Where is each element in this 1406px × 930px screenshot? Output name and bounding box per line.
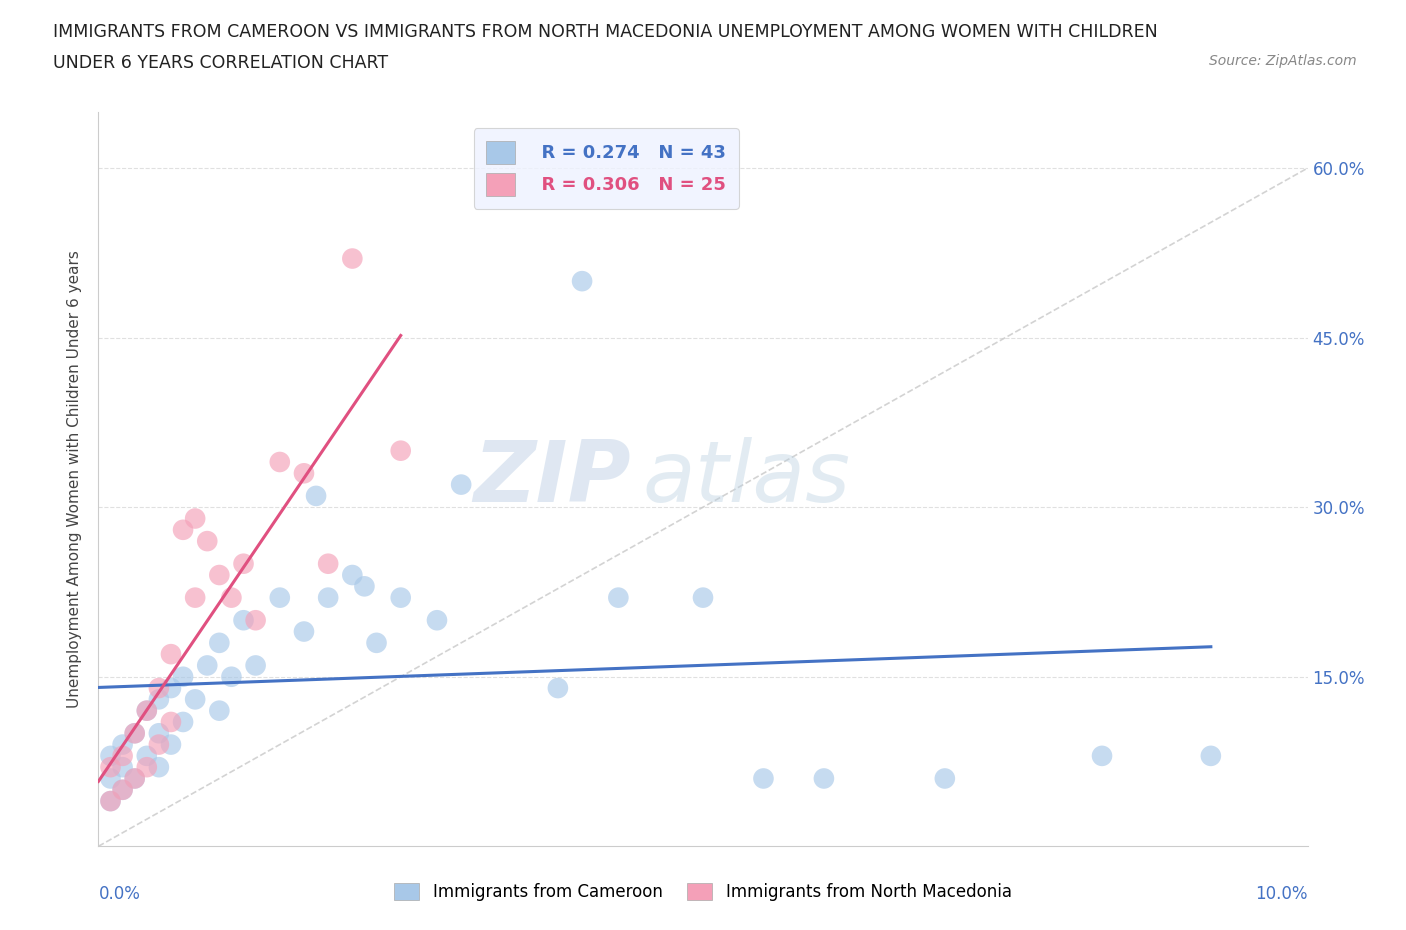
Point [124,725,146,740]
Text: Source: ZipAtlas.com: Source: ZipAtlas.com [1209,54,1357,68]
Point [148,725,170,740]
Point [100,749,122,764]
Point [316,591,339,605]
Point [1199,749,1222,764]
Point [389,591,412,605]
Point [353,578,375,593]
Point [111,749,134,764]
Point [135,749,157,764]
Text: ZIP: ZIP [472,437,630,521]
Point [1091,749,1114,764]
Point [124,771,146,786]
Legend: Immigrants from Cameroon, Immigrants from North Macedonia: Immigrants from Cameroon, Immigrants fro… [388,876,1018,908]
Point [124,725,146,740]
Point [184,591,207,605]
Point [184,692,207,707]
Point [135,703,157,718]
Point [269,591,291,605]
Text: 0.0%: 0.0% [98,885,141,903]
Point [172,714,194,729]
Point [148,692,170,707]
Point [172,670,194,684]
Point [124,771,146,786]
Point [571,273,593,288]
Point [813,771,835,786]
Point [100,760,122,775]
Point [111,737,134,752]
Point [426,613,449,628]
Point [269,455,291,470]
Point [692,591,714,605]
Point [160,646,183,661]
Point [292,466,315,481]
Point [100,771,122,786]
Point [160,737,183,752]
Point [195,658,218,673]
Legend:   R = 0.274   N = 43,   R = 0.306   N = 25: R = 0.274 N = 43, R = 0.306 N = 25 [474,128,740,208]
Point [208,567,231,582]
Point [342,251,364,266]
Point [221,670,243,684]
Point [245,613,267,628]
Point [208,635,231,650]
Point [752,771,775,786]
Point [232,556,254,571]
Point [100,793,122,808]
Point [245,658,267,673]
Point [148,760,170,775]
Point [184,512,207,526]
Y-axis label: Unemployment Among Women with Children Under 6 years: Unemployment Among Women with Children U… [67,250,83,708]
Point [208,703,231,718]
Point [111,782,134,797]
Point [172,523,194,538]
Point [232,613,254,628]
Point [195,534,218,549]
Point [292,624,315,639]
Text: 10.0%: 10.0% [1256,885,1308,903]
Point [221,591,243,605]
Point [934,771,956,786]
Point [316,556,339,571]
Point [135,703,157,718]
Text: atlas: atlas [643,437,851,521]
Point [366,635,388,650]
Point [547,681,569,696]
Point [305,488,328,503]
Point [607,591,630,605]
Point [160,714,183,729]
Point [148,681,170,696]
Text: UNDER 6 YEARS CORRELATION CHART: UNDER 6 YEARS CORRELATION CHART [53,54,388,72]
Point [111,760,134,775]
Point [160,681,183,696]
Point [389,444,412,458]
Point [135,760,157,775]
Text: IMMIGRANTS FROM CAMEROON VS IMMIGRANTS FROM NORTH MACEDONIA UNEMPLOYMENT AMONG W: IMMIGRANTS FROM CAMEROON VS IMMIGRANTS F… [53,23,1159,41]
Point [100,793,122,808]
Point [111,782,134,797]
Point [450,477,472,492]
Point [148,737,170,752]
Point [342,567,364,582]
